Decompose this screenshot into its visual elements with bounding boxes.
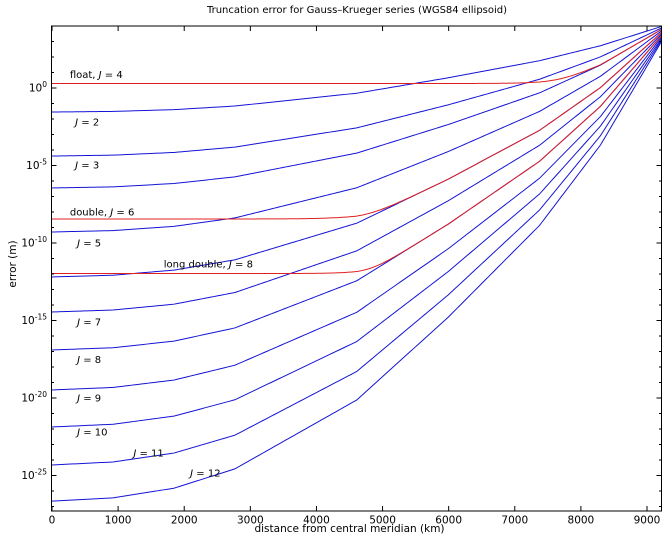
curve-label: J = 7	[75, 318, 101, 329]
y-tick-label: 10-5	[26, 158, 47, 173]
truncation-curve-J4	[51, 28, 662, 189]
curve-label: long double, J = 8	[164, 259, 253, 270]
x-axis-label: distance from central meridian (km)	[254, 523, 445, 535]
y-tick-label: 10-25	[21, 468, 47, 483]
truncation-curve-J11	[51, 39, 662, 466]
truncation-curve-J2	[51, 26, 662, 113]
axes	[51, 25, 662, 512]
truncation-curve-J5	[51, 30, 662, 233]
roundoff-curve-long-double	[52, 35, 662, 275]
curve-label: J = 10	[75, 428, 107, 439]
curve-label: J = 5	[75, 239, 101, 250]
chart-title: Truncation error for Gauss–Krueger serie…	[206, 5, 508, 16]
x-tick-label: 7000	[501, 515, 528, 527]
curve-label: J = 9	[75, 394, 101, 405]
x-tick-label: 8000	[568, 515, 595, 527]
curve-label: J = 11	[131, 449, 163, 460]
y-tick-label: 10-10	[21, 235, 47, 250]
x-tick-label: 0	[49, 515, 56, 527]
curve-label: J = 12	[188, 469, 220, 480]
curves-layer	[51, 26, 662, 502]
x-tick-label: 4000	[303, 515, 330, 527]
curve-label: float, J = 4	[70, 70, 123, 81]
roundoff-curve-double	[52, 32, 662, 220]
curve-label: J = 8	[75, 355, 101, 366]
x-tick-label: 5000	[369, 515, 396, 527]
x-tick-label: 6000	[435, 515, 462, 527]
truncation-curve-J10	[51, 38, 662, 428]
tick-labels: 0 1000 2000 3000 4000 5000 6000 7000 8000 9000 100…	[21, 80, 660, 527]
curve-label: J = 2	[73, 118, 99, 129]
plot-box	[51, 25, 662, 512]
curve-label: J = 3	[73, 161, 99, 172]
curve-label: double, J = 6	[70, 208, 135, 219]
y-tick-label: 10-20	[21, 390, 47, 405]
annotations: float, J = 4 J = 2 J = 3 double, J = 6 J = 5…	[70, 70, 253, 480]
truncation-curve-J7	[51, 33, 662, 313]
truncation-curve-J6	[51, 32, 662, 278]
truncation-curve-J8	[51, 35, 662, 351]
y-tick-label: 100	[29, 80, 47, 95]
x-tick-label: 2000	[171, 515, 198, 527]
truncation-curve-J9	[51, 36, 662, 391]
x-tick-label: 1000	[105, 515, 132, 527]
y-tick-label: 10-15	[21, 313, 47, 328]
truncation-curve-J12	[51, 41, 662, 502]
x-tick-label: 9000	[634, 515, 661, 527]
roundoff-curve-float	[52, 28, 662, 84]
truncation-curve-J3	[51, 27, 662, 157]
x-tick-label: 3000	[237, 515, 264, 527]
